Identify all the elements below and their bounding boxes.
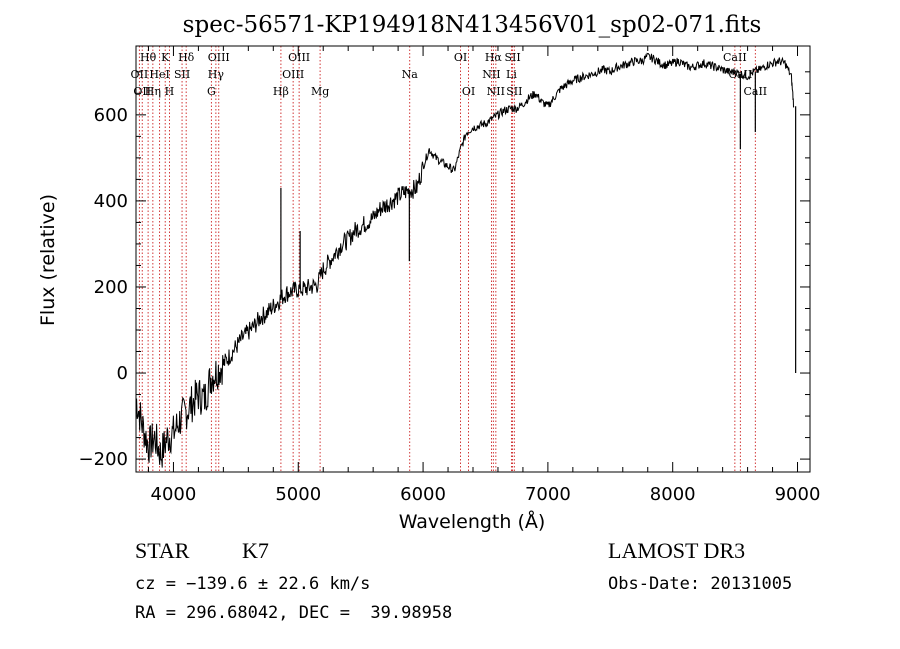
x-axis-label: Wavelength (Å) — [399, 510, 546, 533]
line-label-2: Hθ — [140, 51, 157, 64]
emission-line-markers — [138, 46, 756, 472]
line-label-17: OI — [454, 51, 467, 64]
obs-date-readout: Obs-Date: 20131005 — [608, 574, 793, 594]
line-label-8: Hδ — [178, 51, 195, 64]
line-label-22: Li — [506, 68, 517, 81]
line-label-19: NII — [482, 68, 500, 81]
y-tick-label-1: 0 — [117, 363, 128, 384]
line-label-9: G — [207, 85, 216, 98]
line-label-21: NII — [487, 85, 505, 98]
cz-readout: cz = −139.6 ± 22.6 km/s — [135, 574, 371, 594]
line-label-20: Hα — [485, 51, 503, 64]
line-label-0: OII — [131, 68, 149, 81]
line-label-14: OIII — [288, 51, 310, 64]
x-tick-label-5: 9000 — [775, 484, 821, 505]
plot-frame — [135, 45, 811, 473]
line-label-11: OIII — [208, 51, 230, 64]
y-tick-label-2: 200 — [94, 277, 128, 298]
line-label-10: Hγ — [208, 68, 225, 81]
line-label-23: SII — [504, 51, 520, 64]
flux-spikes — [280, 71, 797, 374]
x-axis: 4000 5000 6000 7000 8000 9000 — [147, 46, 821, 505]
y-tick-label-0: −200 — [79, 449, 128, 470]
y-tick-label-4: 600 — [94, 105, 128, 126]
line-label-24: SII — [506, 85, 522, 98]
y-axis: −200 0 200 400 600 — [79, 71, 810, 470]
x-tick-label-0: 4000 — [151, 484, 197, 505]
line-label-13: OIII — [282, 68, 304, 81]
line-label-3: Hη — [145, 85, 161, 98]
line-label-1: OII — [133, 85, 151, 98]
line-label-16: Na — [402, 68, 419, 81]
x-tick-label-2: 6000 — [400, 484, 446, 505]
line-label-25: CaII — [723, 51, 747, 64]
subclass-label: K7 — [242, 538, 269, 563]
line-label-6: H — [165, 85, 175, 98]
line-label-5: K — [161, 51, 170, 64]
line-label-12: Hβ — [273, 85, 289, 98]
x-tick-label-1: 5000 — [275, 484, 321, 505]
chart-title: spec-56571-KP194918N413456V01_sp02-071.f… — [183, 12, 762, 38]
flux-series-line — [135, 52, 795, 468]
x-tick-label-3: 7000 — [525, 484, 571, 505]
radec-readout: RA = 296.68042, DEC = 39.98958 — [135, 603, 453, 623]
y-tick-label-3: 400 — [94, 191, 128, 212]
x-tick-label-4: 8000 — [650, 484, 696, 505]
survey-label: LAMOST DR3 — [608, 538, 746, 563]
line-label-4: HeI — [149, 68, 169, 81]
line-label-7: SII — [174, 68, 190, 81]
y-axis-label: Flux (relative) — [37, 194, 59, 326]
line-label-15: Mg — [311, 85, 329, 98]
class-label: STAR — [135, 538, 190, 563]
line-label-18: OI — [462, 85, 475, 98]
line-labels: OII OII Hθ Hη HeI K H SII Hδ G Hγ OIII Hβ OIII OIII Mg N… — [131, 51, 768, 98]
